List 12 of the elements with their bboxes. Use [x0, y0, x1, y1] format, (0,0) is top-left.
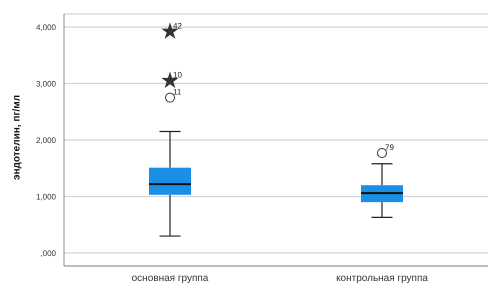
annotation: 10	[173, 70, 182, 80]
annotation: 11	[173, 88, 182, 97]
y-tick-label: 4,000	[36, 22, 57, 32]
y-tick-label: 1,000	[36, 192, 57, 202]
y-tick-label: 2,000	[36, 136, 57, 145]
annotation: 42	[173, 22, 182, 31]
y-tick-label: ,000	[40, 248, 57, 258]
x-tick-label: основная группа	[132, 273, 209, 284]
annotation: 79	[385, 142, 394, 152]
y-tick-label: 3,000	[36, 79, 57, 88]
x-tick-label: контрольная группа	[336, 273, 428, 284]
y-axis-title: эндотелин, пг/мл	[12, 94, 23, 180]
